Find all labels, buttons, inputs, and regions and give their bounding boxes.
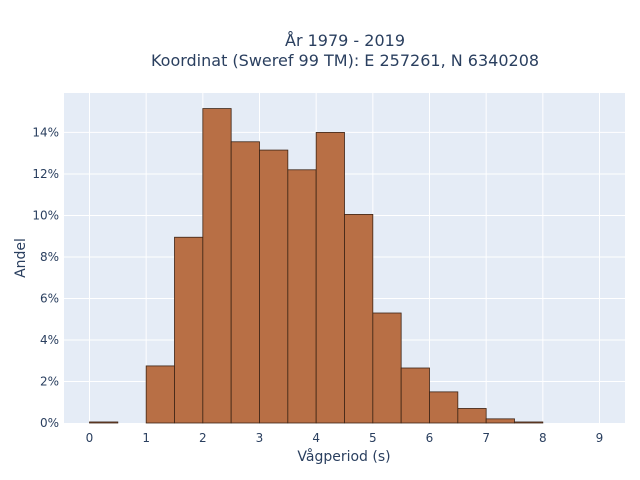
histogram-bar [287,169,317,424]
y-tick-label: 4% [40,333,59,347]
x-tick-label: 4 [312,431,320,445]
histogram-bar [344,214,374,424]
x-tick-label: 0 [86,431,94,445]
y-tick-label: 0% [40,416,59,430]
y-tick-label: 8% [40,250,59,264]
bars [89,108,544,424]
histogram-bar [372,312,402,424]
y-tick-label: 14% [32,125,59,139]
x-tick-label: 1 [142,431,150,445]
y-tick-label: 12% [32,167,59,181]
x-tick-label: 2 [199,431,207,445]
chart-title-line-1: År 1979 - 2019 [285,31,405,50]
y-tick-label: 6% [40,291,59,305]
x-tick-label: 7 [482,431,490,445]
histogram-bar [174,236,204,424]
y-tick-labels: 0% 2% 4% 6% 8% 10% 12% 14% [32,125,59,430]
x-tick-label: 9 [596,431,604,445]
y-tick-label: 2% [40,374,59,388]
x-tick-label: 8 [539,431,547,445]
y-axis-label: Andel [13,238,29,278]
histogram-bar [514,421,544,424]
x-tick-labels: 0 1 2 3 4 5 6 7 8 9 [86,431,604,445]
x-axis-label: Vågperiod (s) [297,448,390,465]
histogram-bar [145,365,175,424]
chart-title-line-2: Koordinat (Sweref 99 TM): E 257261, N 63… [151,51,539,70]
histogram-bar [230,141,260,424]
x-tick-label: 6 [426,431,434,445]
histogram-bar [259,149,289,424]
histogram-bar [485,418,515,424]
histogram-bar [429,391,459,424]
y-tick-label: 10% [32,208,59,222]
x-tick-label: 5 [369,431,377,445]
histogram-bar [315,132,345,424]
histogram-bar [400,367,430,424]
histogram-bar [89,421,119,424]
histogram-bar [202,108,232,424]
x-tick-label: 3 [256,431,264,445]
histogram-bar [457,408,487,424]
